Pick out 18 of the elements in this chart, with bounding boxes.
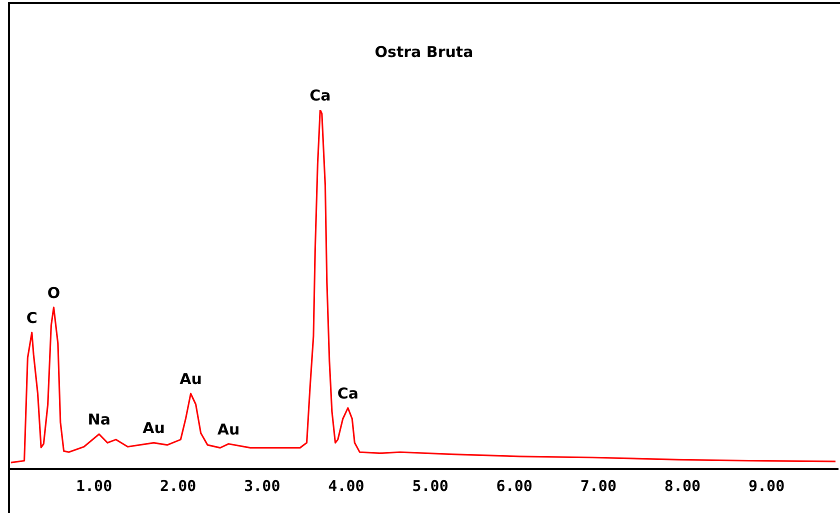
annotation: Au: [180, 370, 202, 388]
annotation: O: [47, 284, 60, 302]
annotation: Ca: [310, 86, 331, 104]
x-tick-label: 1.00: [76, 476, 112, 495]
x-tick-label: 5.00: [412, 476, 448, 495]
x-tick-label: 2.00: [160, 476, 196, 495]
annotation: Ca: [337, 384, 358, 402]
x-tick-label: 8.00: [664, 476, 701, 495]
annotation: Au: [142, 419, 165, 438]
x-tick-label: 6.00: [496, 476, 532, 495]
x-tick-label: 4.00: [328, 476, 364, 495]
chart-title: Ostra Bruta: [374, 42, 474, 61]
x-tick-label: 9.00: [748, 476, 785, 495]
annotation: Au: [217, 420, 240, 438]
x-tick-label: 3.00: [244, 476, 280, 495]
annotation: Na: [88, 410, 110, 429]
x-tick-label: 7.00: [580, 476, 616, 495]
annotation: C: [26, 308, 38, 327]
